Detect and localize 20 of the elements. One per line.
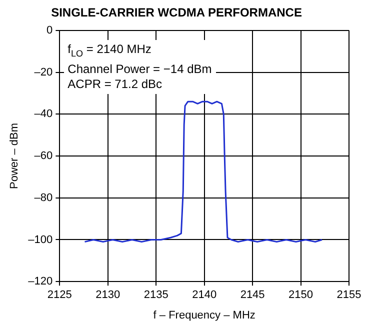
y-tick-label: –20 bbox=[34, 66, 53, 78]
y-tick-label: 0 bbox=[46, 24, 53, 36]
x-tick-label: 2135 bbox=[144, 289, 168, 302]
annotation: ACPR = 71.2 dBc bbox=[68, 76, 164, 92]
y-tick-label: –80 bbox=[34, 192, 53, 204]
x-tick-label: 2140 bbox=[192, 289, 217, 302]
x-tick-label: 2125 bbox=[47, 289, 72, 302]
y-tick-label: –100 bbox=[28, 234, 53, 246]
x-tick-label: 2155 bbox=[336, 289, 362, 302]
y-axis-title: Power – dBm bbox=[8, 122, 21, 190]
chart-title: SINGLE-CARRIER WCDMA PERFORMANCE bbox=[51, 6, 302, 20]
x-axis-title: f – Frequency – MHz bbox=[153, 309, 256, 322]
annotation: f$_{LO}$ = 2140 MHz bbox=[68, 42, 152, 61]
x-tick-label: 2150 bbox=[288, 289, 314, 302]
x-tick-label: 2130 bbox=[96, 289, 120, 302]
x-tick-label: 2145 bbox=[240, 289, 265, 302]
y-tick-label: –60 bbox=[34, 150, 53, 162]
annotation: Channel Power = −14 dBm bbox=[68, 62, 212, 77]
y-tick-label: –120 bbox=[28, 276, 53, 288]
y-tick-label: –40 bbox=[34, 108, 53, 120]
